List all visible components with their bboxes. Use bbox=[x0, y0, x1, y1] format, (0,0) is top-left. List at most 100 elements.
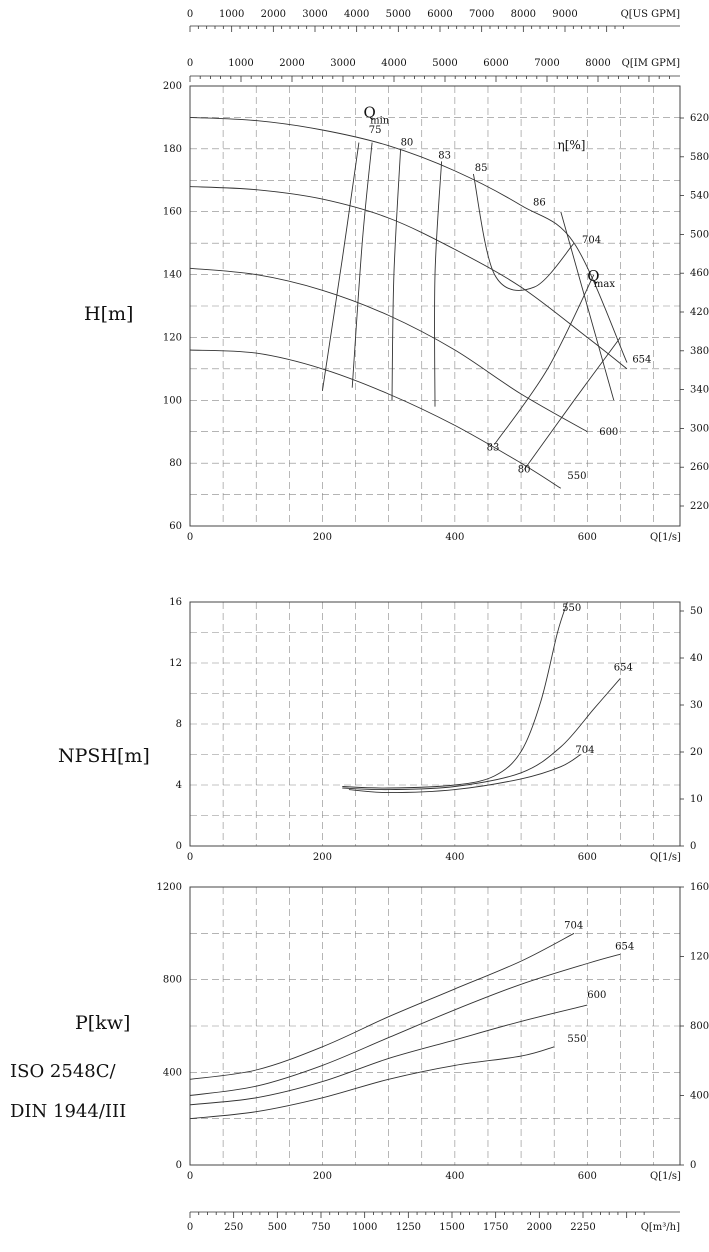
power-curve-label-654: 654 bbox=[615, 942, 634, 953]
power-curve-704 bbox=[189, 932, 575, 1080]
standard-line-1: ISO 2548C/ bbox=[10, 1061, 116, 1082]
us-gpm-scale-tick-label: 3000 bbox=[302, 9, 327, 20]
us-gpm-scale-tick-label: 9000 bbox=[552, 9, 577, 20]
npsh-right-tick-label: 10 bbox=[690, 794, 703, 805]
m3h-scale-tick-label: 1500 bbox=[439, 1222, 464, 1233]
power-y-tick-label: 1200 bbox=[157, 882, 182, 893]
head-right-tick-label: 260 bbox=[690, 462, 709, 473]
head-curve-label-600: 600 bbox=[599, 427, 618, 438]
us-gpm-scale-tick-label: 8000 bbox=[511, 9, 536, 20]
head-efficiency-curve-83 bbox=[494, 274, 595, 445]
head-efficiency-curve-75 bbox=[321, 142, 360, 391]
head-right-tick-label: 340 bbox=[690, 385, 709, 396]
head-y-tick-label: 180 bbox=[163, 144, 182, 155]
head-right-tick-label: 580 bbox=[690, 152, 709, 163]
npsh-axis-label-text: NPSH[m] bbox=[58, 745, 150, 767]
head-curve-label-654: 654 bbox=[632, 355, 651, 366]
im-gpm-scale-tick-label: 1000 bbox=[228, 58, 253, 69]
head-curve-label-75: 75 bbox=[369, 125, 382, 136]
head-x-tick-label: 400 bbox=[445, 532, 464, 543]
m3h-scale-tick-label: 500 bbox=[268, 1222, 287, 1233]
head-chart bbox=[189, 85, 684, 527]
m3h-scale-tick-label: 0 bbox=[187, 1222, 193, 1233]
qmin-subscript: min bbox=[370, 116, 390, 127]
npsh-right-tick-label: 50 bbox=[690, 606, 703, 617]
head-efficiency-curve-80 bbox=[524, 337, 621, 470]
im-gpm-scale-tick-label: 3000 bbox=[330, 58, 355, 69]
head-x-unit-label: Q[1/s] bbox=[650, 532, 681, 543]
power-x-tick-label: 200 bbox=[313, 1171, 332, 1182]
head-y-tick-label: 140 bbox=[163, 270, 182, 281]
im-gpm-scale-tick-label: 0 bbox=[187, 58, 193, 69]
us-gpm-scale-tick-label: 5000 bbox=[386, 9, 411, 20]
npsh-x-tick-label: 0 bbox=[187, 852, 193, 863]
head-right-tick-label: 540 bbox=[690, 191, 709, 202]
power-axis-label-text: P[kw] bbox=[75, 1012, 131, 1034]
power-x-tick-label: 0 bbox=[187, 1171, 193, 1182]
power-right-tick-label: 800 bbox=[690, 1021, 709, 1032]
power-curve-654 bbox=[189, 953, 621, 1096]
npsh-right-tick-label: 20 bbox=[690, 747, 703, 758]
head-y-tick-label: 120 bbox=[163, 332, 182, 343]
power-y-tick-label: 0 bbox=[176, 1160, 182, 1171]
npsh-curve-654 bbox=[342, 678, 621, 791]
npsh-curve-704 bbox=[348, 754, 581, 794]
npsh-x-tick-label: 200 bbox=[313, 852, 332, 863]
m3h-scale-tick-label: 2250 bbox=[570, 1222, 595, 1233]
power-axis-label: P[kw] bbox=[75, 1012, 130, 1034]
im-gpm-scale bbox=[189, 75, 680, 82]
power-curve-600 bbox=[189, 1004, 588, 1106]
power-curve-label-704: 704 bbox=[564, 921, 583, 932]
head-efficiency-curve-80 bbox=[391, 148, 402, 401]
power-right-tick-label: 0 bbox=[690, 1160, 696, 1171]
efficiency-label: η[%] bbox=[558, 138, 586, 152]
head-curve-600 bbox=[189, 267, 588, 433]
power-right-tick-label: 1600 bbox=[690, 882, 709, 893]
npsh-curve-label-550: 550 bbox=[562, 603, 581, 614]
head-right-tick-label: 380 bbox=[690, 346, 709, 357]
power-chart bbox=[189, 886, 684, 1166]
m3h-scale-tick-label: 1250 bbox=[396, 1222, 421, 1233]
npsh-chart bbox=[189, 601, 684, 847]
qmax-subscript: max bbox=[594, 279, 615, 290]
qmax-label: Q bbox=[587, 267, 599, 285]
im-gpm-scale-tick-label: 4000 bbox=[381, 58, 406, 69]
npsh-axis-label: NPSH[m] bbox=[58, 745, 150, 767]
power-x-unit-label: Q[1/s] bbox=[650, 1171, 681, 1182]
us-gpm-scale-tick-label: 4000 bbox=[344, 9, 369, 20]
head-efficiency-curve-85 bbox=[472, 173, 575, 291]
head-right-tick-label: 220 bbox=[690, 501, 709, 512]
us-gpm-scale-tick-label: 0 bbox=[187, 9, 193, 20]
npsh-x-tick-label: 400 bbox=[445, 852, 464, 863]
head-curve-label-85: 85 bbox=[475, 163, 488, 174]
head-curve-label-550: 550 bbox=[567, 471, 586, 482]
us-gpm-scale-unit-label: Q[US GPM] bbox=[621, 9, 681, 20]
head-curve-704 bbox=[189, 116, 628, 363]
head-right-tick-label: 500 bbox=[690, 229, 709, 240]
npsh-curve-550 bbox=[342, 601, 568, 789]
head-curve-label-80: 80 bbox=[518, 465, 531, 476]
m3h-scale-tick-label: 750 bbox=[311, 1222, 330, 1233]
head-x-tick-label: 200 bbox=[313, 532, 332, 543]
head-x-tick-label: 600 bbox=[578, 532, 597, 543]
head-curve-label-80: 80 bbox=[401, 138, 414, 149]
npsh-x-unit-label: Q[1/s] bbox=[650, 852, 681, 863]
head-curve-654 bbox=[189, 186, 628, 370]
power-curve-550 bbox=[189, 1046, 555, 1120]
head-y-tick-label: 160 bbox=[163, 207, 182, 218]
npsh-x-tick-label: 600 bbox=[578, 852, 597, 863]
head-y-tick-label: 100 bbox=[163, 395, 182, 406]
us-gpm-scale-tick-label: 6000 bbox=[427, 9, 452, 20]
head-curve-label-83: 83 bbox=[487, 443, 500, 454]
npsh-right-tick-label: 40 bbox=[690, 653, 703, 664]
npsh-right-tick-label: 0 bbox=[690, 841, 696, 852]
head-right-tick-label: 300 bbox=[690, 423, 709, 434]
head-right-tick-label: 620 bbox=[690, 113, 709, 124]
head-curve-label-86: 86 bbox=[533, 197, 546, 208]
im-gpm-scale-tick-label: 5000 bbox=[432, 58, 457, 69]
power-y-tick-label: 400 bbox=[163, 1067, 182, 1078]
us-gpm-scale-tick-label: 7000 bbox=[469, 9, 494, 20]
head-axis-label: H[m] bbox=[84, 303, 133, 325]
